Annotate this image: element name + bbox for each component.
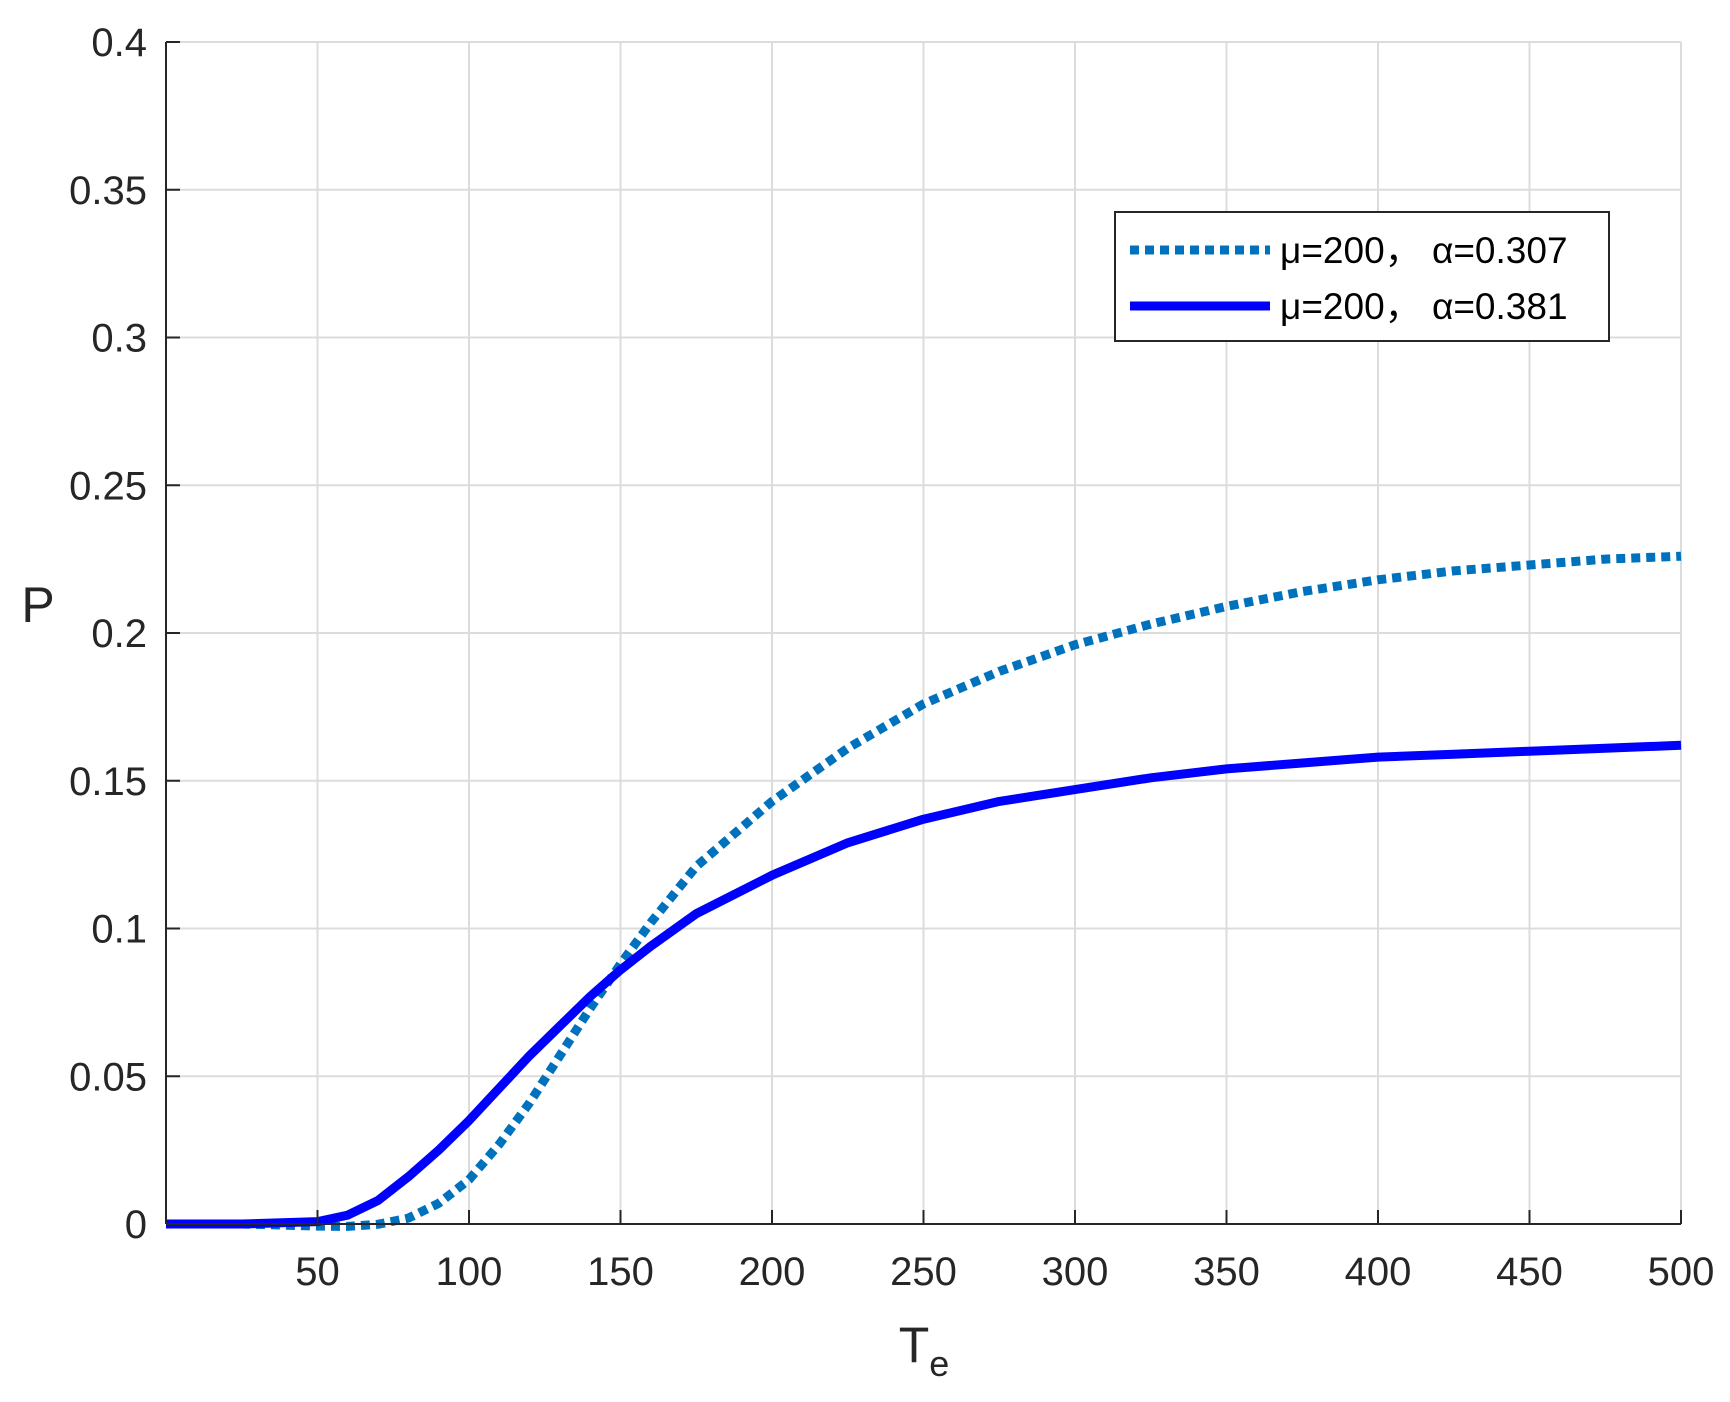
x-tick-label-7: 400: [1345, 1250, 1412, 1294]
y-tick-label-6: 0.3: [91, 317, 147, 361]
legend: μ=200， α=0.307 μ=200， α=0.381: [1114, 211, 1610, 342]
y-tick-label-0: 0: [125, 1203, 147, 1247]
legend-box: [1114, 211, 1610, 342]
x-tick-label-0: 50: [295, 1250, 340, 1294]
series-lines: [166, 551, 1682, 1231]
x-tick-label-3: 200: [739, 1250, 806, 1294]
series-line-2: [166, 740, 1682, 1229]
series-line-1: [166, 551, 1682, 1231]
y-tick-label-4: 0.2: [91, 612, 147, 656]
x-axis-title: Te: [899, 1317, 950, 1384]
legend-label-series-1: μ=200， α=0.307: [1280, 230, 1568, 271]
y-tick-label-8: 0.4: [91, 21, 147, 65]
y-tick-label-3: 0.15: [69, 760, 147, 804]
x-tick-label-4: 250: [890, 1250, 957, 1294]
y-tick-label-1: 0.05: [69, 1055, 147, 1099]
x-tick-label-2: 150: [587, 1250, 654, 1294]
axes: [165, 41, 1682, 1225]
y-tick-label-2: 0.1: [91, 908, 147, 952]
y-tick-label-5: 0.25: [69, 464, 147, 508]
x-tick-label-5: 300: [1042, 1250, 1109, 1294]
x-tick-label-8: 450: [1496, 1250, 1563, 1294]
x-axis-title-subscript: e: [929, 1343, 949, 1384]
legend-label-series-2: μ=200， α=0.381: [1280, 286, 1568, 327]
x-tick-label-1: 100: [436, 1250, 503, 1294]
tick-labels: 50 100 150 200 250 300 350 400 450 500 0 0.05 0.1 0.1…: [69, 21, 1714, 1294]
x-tick-label-6: 350: [1193, 1250, 1260, 1294]
y-tick-label-7: 0.35: [69, 169, 147, 213]
y-axis-title: P: [21, 577, 54, 633]
x-tick-label-9: 500: [1648, 1250, 1715, 1294]
x-axis-title-main: T: [899, 1317, 930, 1373]
